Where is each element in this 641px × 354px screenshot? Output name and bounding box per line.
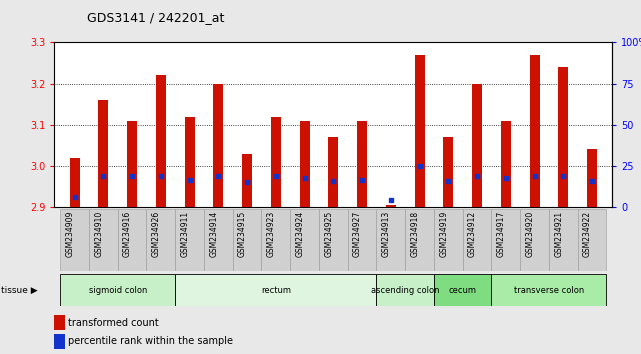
Bar [319, 209, 347, 271]
Bar [60, 274, 175, 306]
Bar [185, 116, 195, 207]
Text: GSM234919: GSM234919 [439, 211, 448, 257]
Text: GSM234911: GSM234911 [181, 211, 190, 257]
Text: transverse colon: transverse colon [514, 286, 584, 295]
Bar [299, 121, 310, 207]
Text: transformed count: transformed count [69, 318, 159, 328]
Bar [463, 209, 492, 271]
Text: GSM234921: GSM234921 [554, 211, 563, 257]
Text: GSM234926: GSM234926 [152, 211, 161, 257]
Text: percentile rank within the sample: percentile rank within the sample [69, 336, 233, 346]
Bar [405, 209, 434, 271]
Bar [60, 209, 89, 271]
Bar [415, 55, 424, 207]
Bar [501, 121, 511, 207]
Bar [357, 121, 367, 207]
Bar [492, 274, 606, 306]
Text: ascending colon: ascending colon [371, 286, 440, 295]
Bar [492, 209, 520, 271]
Bar [347, 209, 376, 271]
Bar [175, 274, 376, 306]
Bar [444, 137, 453, 207]
Text: GSM234916: GSM234916 [123, 211, 132, 257]
Bar [290, 209, 319, 271]
Bar [587, 149, 597, 207]
Bar [558, 67, 569, 207]
Bar [233, 209, 262, 271]
Bar [156, 75, 166, 207]
Bar [271, 116, 281, 207]
Text: GSM234925: GSM234925 [324, 211, 333, 257]
Text: GDS3141 / 242201_at: GDS3141 / 242201_at [87, 11, 224, 24]
Bar [213, 84, 223, 207]
Text: rectum: rectum [261, 286, 291, 295]
Text: sigmoid colon: sigmoid colon [88, 286, 147, 295]
Text: GSM234922: GSM234922 [583, 211, 592, 257]
Bar [54, 334, 65, 348]
Bar [89, 209, 118, 271]
Text: GSM234923: GSM234923 [267, 211, 276, 257]
Bar [328, 137, 338, 207]
Bar [127, 121, 137, 207]
Bar [434, 274, 492, 306]
Bar [242, 154, 252, 207]
Text: GSM234917: GSM234917 [497, 211, 506, 257]
Bar [376, 274, 434, 306]
Bar [118, 209, 147, 271]
Bar [549, 209, 578, 271]
Text: cecum: cecum [449, 286, 477, 295]
Bar [434, 209, 463, 271]
Bar [529, 55, 540, 207]
Text: GSM234924: GSM234924 [296, 211, 304, 257]
Bar [376, 209, 405, 271]
Bar [578, 209, 606, 271]
Bar [472, 84, 482, 207]
Text: GSM234914: GSM234914 [210, 211, 219, 257]
Text: tissue ▶: tissue ▶ [1, 286, 38, 295]
Text: GSM234910: GSM234910 [94, 211, 103, 257]
Bar [175, 209, 204, 271]
Bar [54, 315, 65, 330]
Text: GSM234912: GSM234912 [468, 211, 477, 257]
Bar [147, 209, 175, 271]
Text: GSM234909: GSM234909 [65, 211, 74, 257]
Text: GSM234927: GSM234927 [353, 211, 362, 257]
Text: GSM234915: GSM234915 [238, 211, 247, 257]
Bar [98, 100, 108, 207]
Text: GSM234920: GSM234920 [526, 211, 535, 257]
Bar [262, 209, 290, 271]
Bar [204, 209, 233, 271]
Text: GSM234913: GSM234913 [382, 211, 391, 257]
Bar [386, 205, 396, 207]
Text: GSM234918: GSM234918 [410, 211, 420, 257]
Bar [70, 158, 79, 207]
Bar [520, 209, 549, 271]
